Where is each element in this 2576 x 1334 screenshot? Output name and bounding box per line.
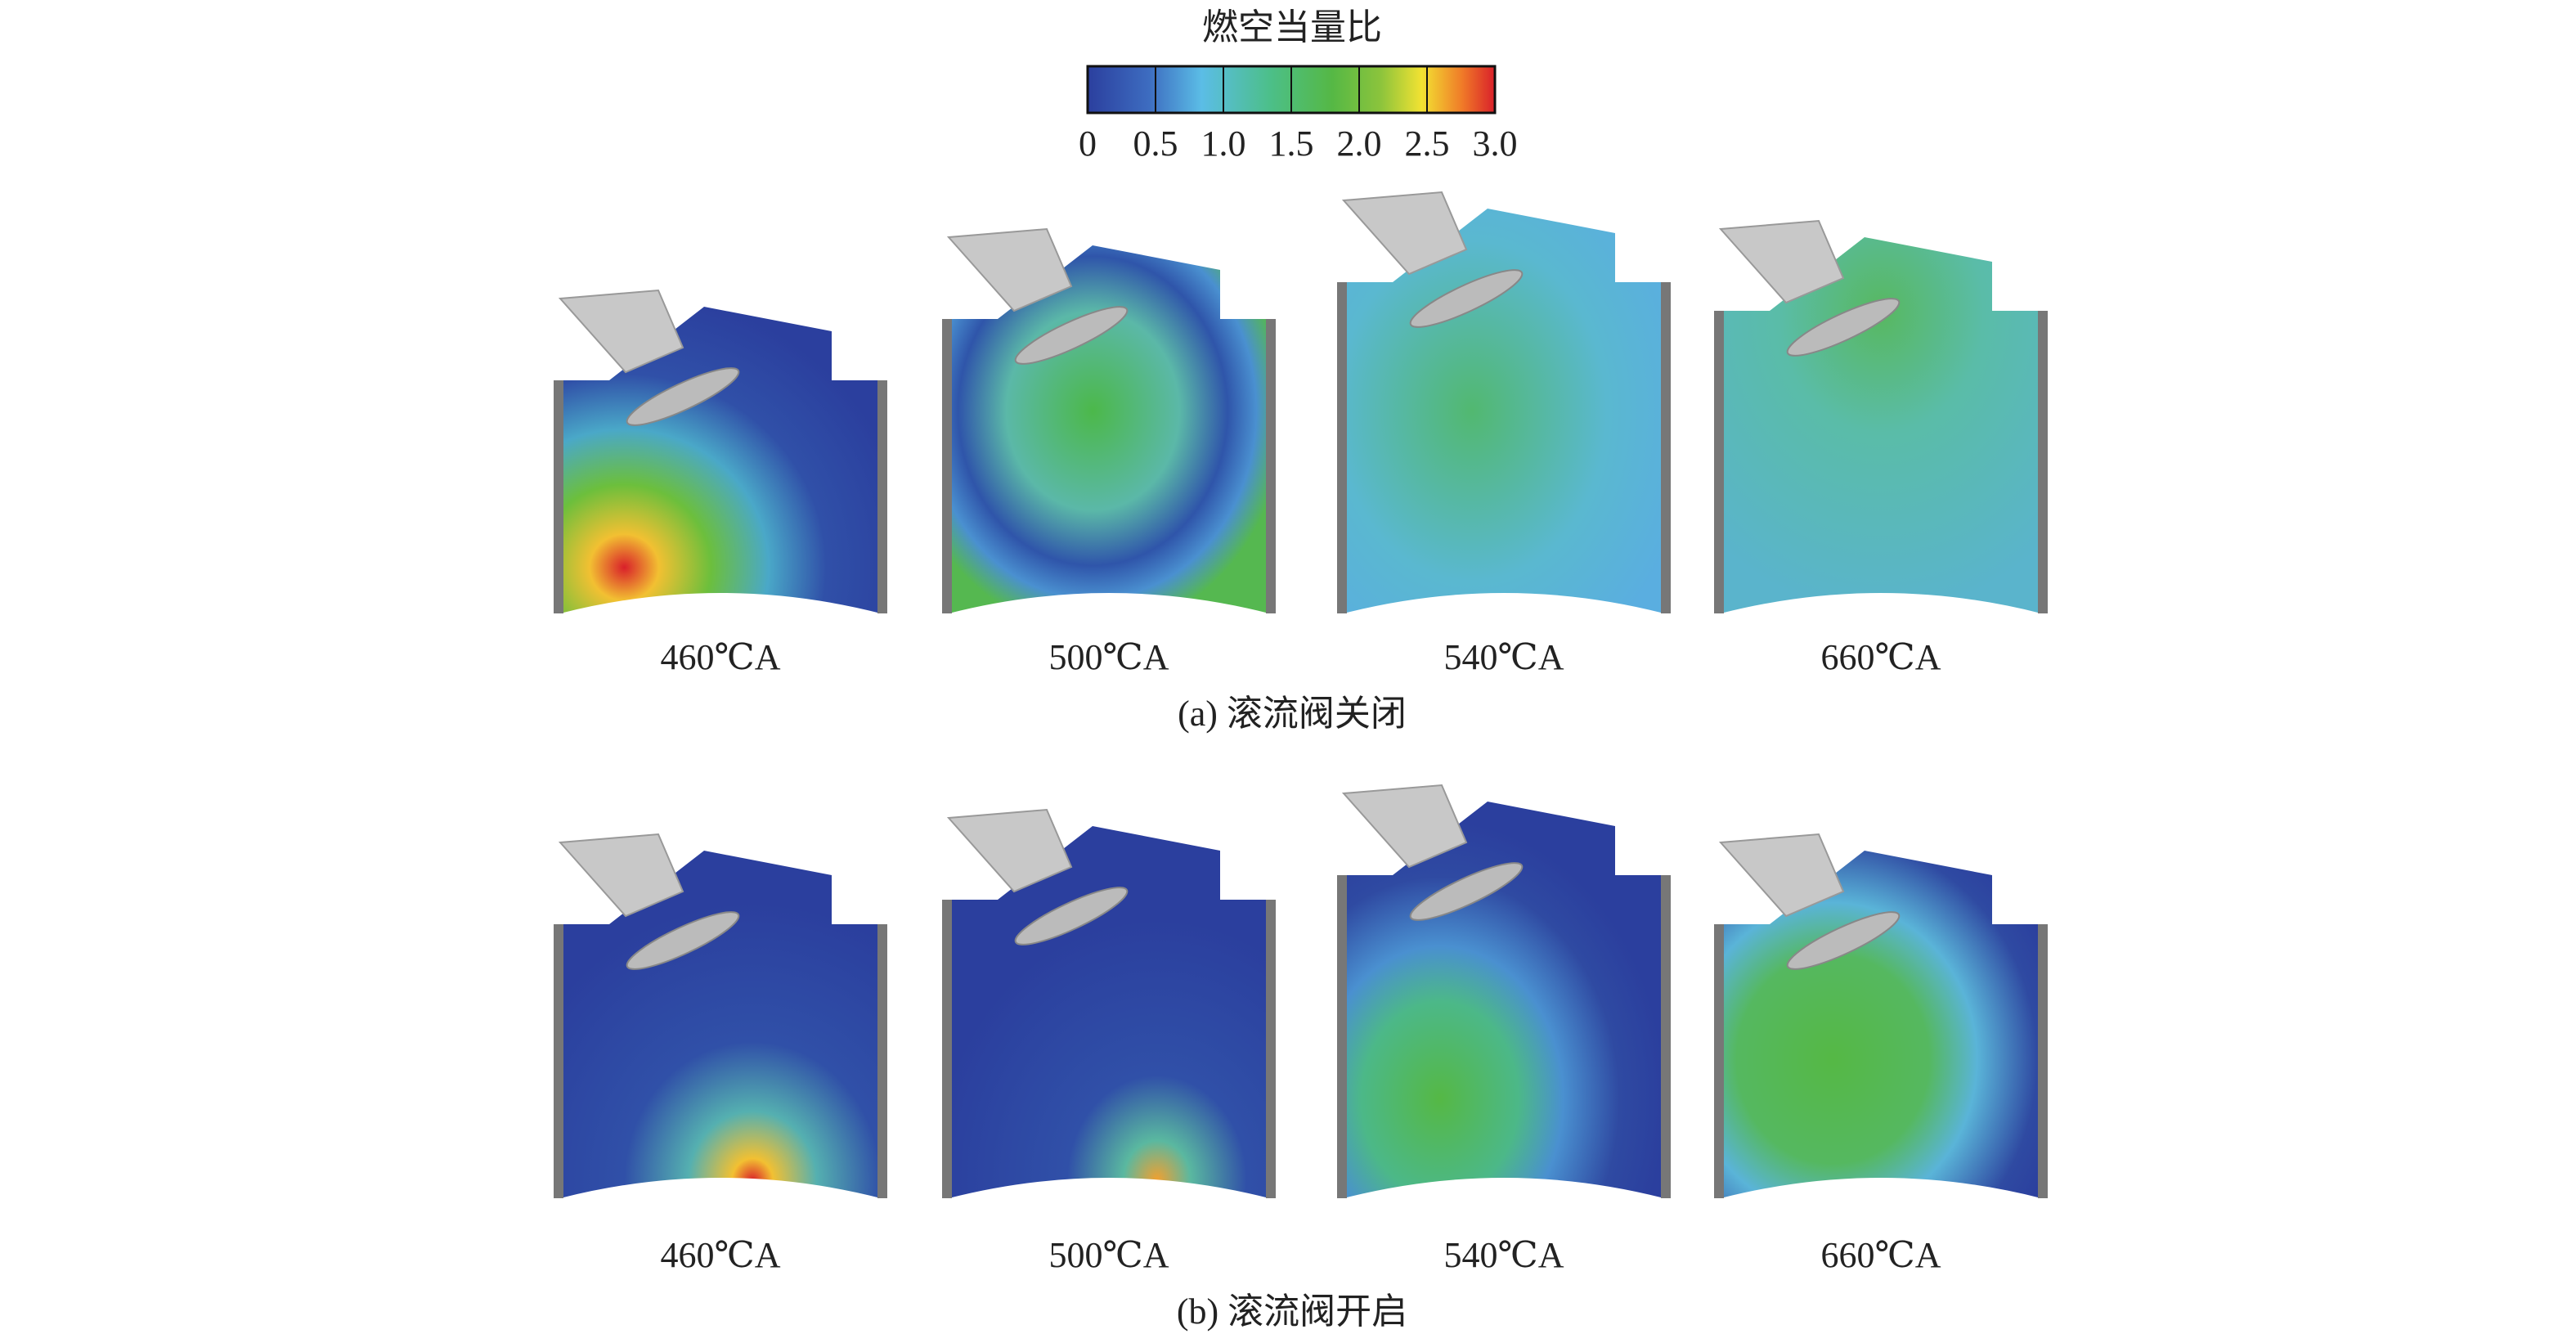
cylinder-wall (2038, 924, 2048, 1198)
intake-valve (1786, 298, 1901, 357)
intake-valve (626, 367, 740, 426)
cylinder-wall (554, 380, 563, 613)
cylinder-wall (942, 319, 952, 613)
intake-port (1341, 784, 1468, 869)
intake-port (1718, 833, 1845, 918)
colorbar-tick-label: 1.0 (1201, 124, 1246, 164)
cylinder-wall (2038, 311, 2048, 613)
panel-label: 500℃A (1049, 1235, 1169, 1275)
colorbar-tick-label: 1.5 (1269, 124, 1314, 164)
cylinder-wall (1266, 900, 1276, 1198)
panel-label: 460℃A (661, 637, 781, 677)
cylinder-wall (1337, 875, 1347, 1198)
cylinder-wall (942, 900, 952, 1198)
intake-valve (1786, 911, 1901, 970)
colorbar-tick-label: 2.5 (1405, 124, 1450, 164)
cylinder-field (1344, 802, 1664, 1198)
cylinder-wall (1661, 875, 1671, 1198)
cylinder-field (560, 851, 881, 1198)
cylinder-field (1721, 851, 2041, 1198)
cylinder-field (949, 245, 1269, 613)
intake-port (558, 833, 684, 918)
cylinder-wall (1337, 282, 1347, 613)
intake-port (946, 227, 1073, 312)
intake-valve (1409, 269, 1524, 328)
cylinder-wall (1266, 319, 1276, 613)
panel-label: 540℃A (1444, 637, 1564, 677)
intake-port (558, 289, 684, 374)
intake-port (1718, 219, 1845, 304)
panel-label: 660℃A (1821, 1235, 1941, 1275)
panel-label: 460℃A (661, 1235, 781, 1275)
intake-valve (1014, 887, 1129, 945)
cylinder-field (1344, 209, 1664, 613)
cylinder-field (560, 307, 881, 613)
panel-label: 660℃A (1821, 637, 1941, 677)
cylinder-wall (1714, 311, 1724, 613)
intake-port (946, 808, 1073, 893)
colorbar-tick-label: 2.0 (1337, 124, 1382, 164)
cylinder-wall (554, 924, 563, 1198)
colorbar-tick-label: 0 (1079, 124, 1097, 164)
cylinder-wall (877, 380, 887, 613)
cylinder-field (1721, 237, 2041, 613)
intake-valve (1409, 862, 1524, 921)
row-caption: (a) 滚流阀关闭 (1178, 694, 1407, 734)
intake-port (1341, 191, 1468, 276)
panel-label: 500℃A (1049, 637, 1169, 677)
cylinder-wall (1661, 282, 1671, 613)
intake-valve (626, 911, 740, 970)
intake-valve (1014, 306, 1129, 365)
cylinder-field (949, 826, 1269, 1198)
row-caption: (b) 滚流阀开启 (1177, 1291, 1407, 1332)
panel-label: 540℃A (1444, 1235, 1564, 1275)
colorbar-tick-label: 3.0 (1473, 124, 1518, 164)
cylinder-wall (1714, 924, 1724, 1198)
colorbar-title: 燃空当量比 (1202, 7, 1382, 47)
cylinder-wall (877, 924, 887, 1198)
colorbar-tick-label: 0.5 (1133, 124, 1178, 164)
